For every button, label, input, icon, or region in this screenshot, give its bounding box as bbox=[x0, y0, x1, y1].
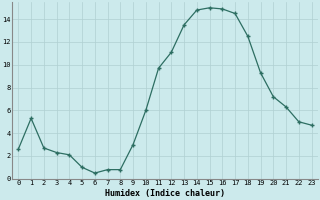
X-axis label: Humidex (Indice chaleur): Humidex (Indice chaleur) bbox=[105, 189, 225, 198]
